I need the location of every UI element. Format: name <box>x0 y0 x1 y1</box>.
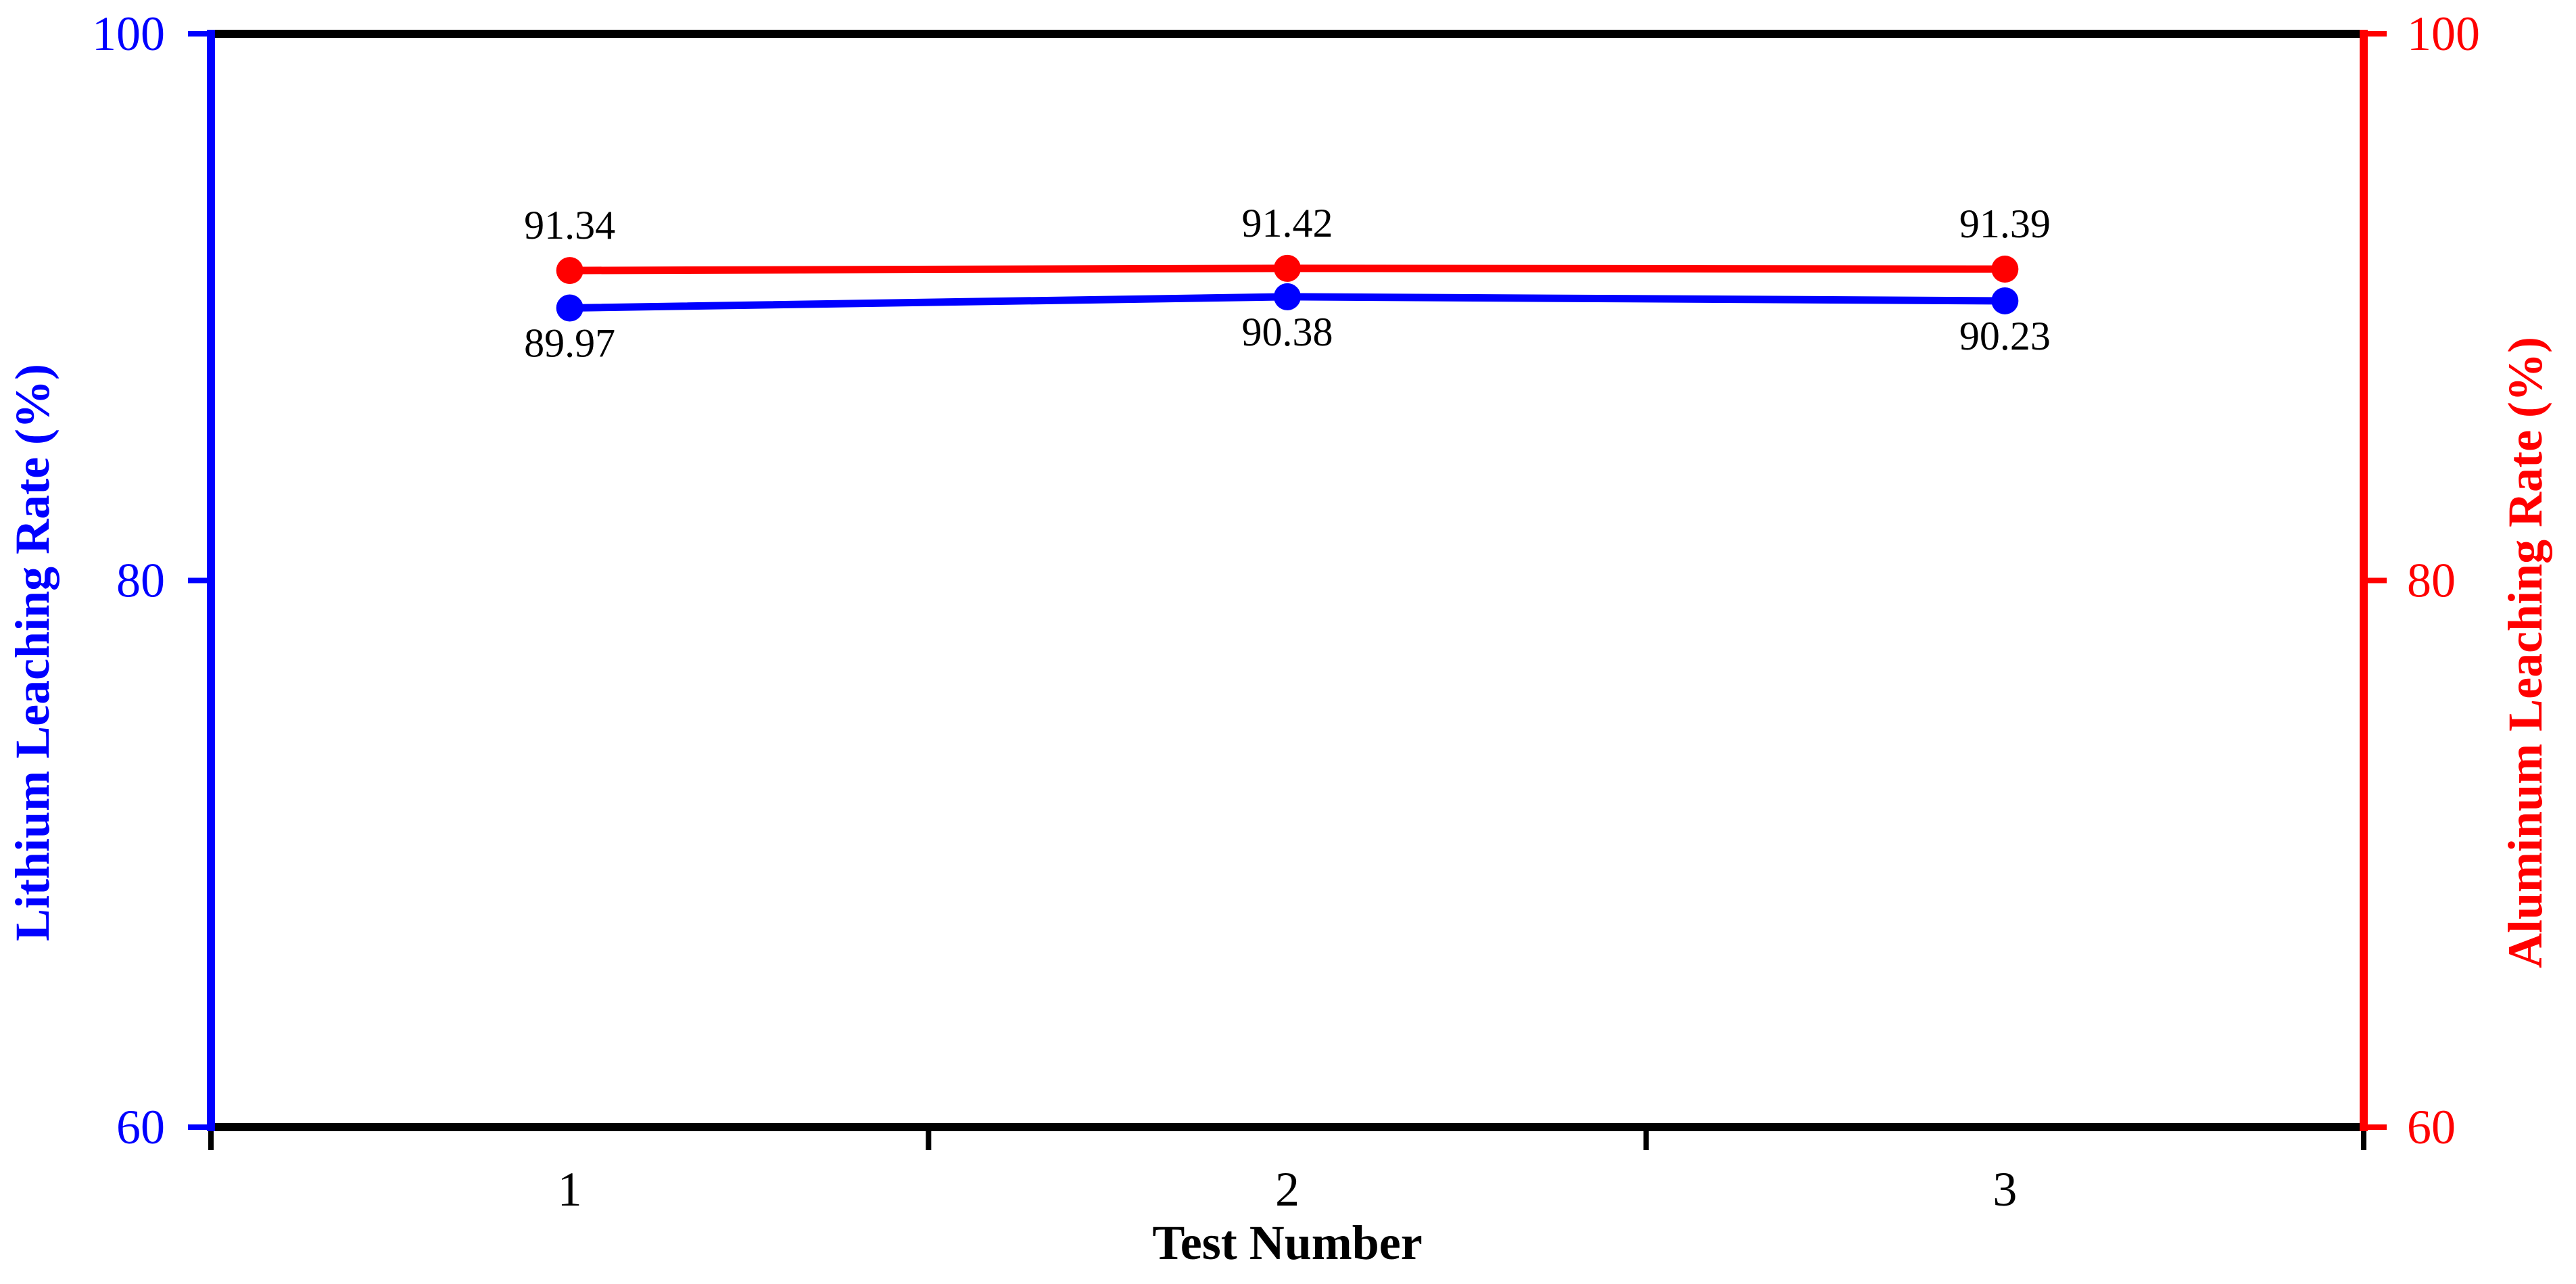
left-axis-tick-label: 100 <box>92 7 165 61</box>
left-axis-title: Lithium Leaching Rate (%) <box>5 364 59 941</box>
right-axis-tick-label: 80 <box>2407 554 2456 608</box>
x-axis-tick-label: 2 <box>1275 1162 1299 1216</box>
lithium-series-marker <box>1274 283 1301 310</box>
aluminum-value-label: 91.42 <box>1242 201 1333 245</box>
aluminum-series-marker <box>556 257 583 285</box>
aluminum-value-label: 91.39 <box>1959 201 2051 246</box>
lithium-value-label: 90.23 <box>1959 314 2051 358</box>
plot-layer: 100 80 60 100 80 60 1 2 3 89.97 90.38 90.23 91.34 91.… <box>92 7 2480 1216</box>
left-axis-tick-label: 80 <box>116 554 165 608</box>
lithium-series-marker <box>556 294 583 322</box>
left-axis-tick-label: 60 <box>116 1100 165 1154</box>
lithium-series-marker <box>1991 287 2019 314</box>
right-axis-tick-label: 100 <box>2407 7 2480 61</box>
aluminum-series-marker <box>1274 254 1301 282</box>
lithium-value-label: 90.38 <box>1242 310 1333 354</box>
aluminum-value-label: 91.34 <box>524 203 615 247</box>
aluminum-series-marker <box>1991 256 2019 283</box>
x-axis-tick-label: 1 <box>558 1162 582 1216</box>
right-axis-title: Aluminum Leaching Rate (%) <box>2498 337 2552 968</box>
right-axis-tick-label: 60 <box>2407 1100 2456 1154</box>
x-axis-tick-label: 3 <box>1993 1162 2017 1216</box>
lithium-value-label: 89.97 <box>524 320 615 365</box>
x-axis-title: Test Number <box>1152 1216 1422 1270</box>
